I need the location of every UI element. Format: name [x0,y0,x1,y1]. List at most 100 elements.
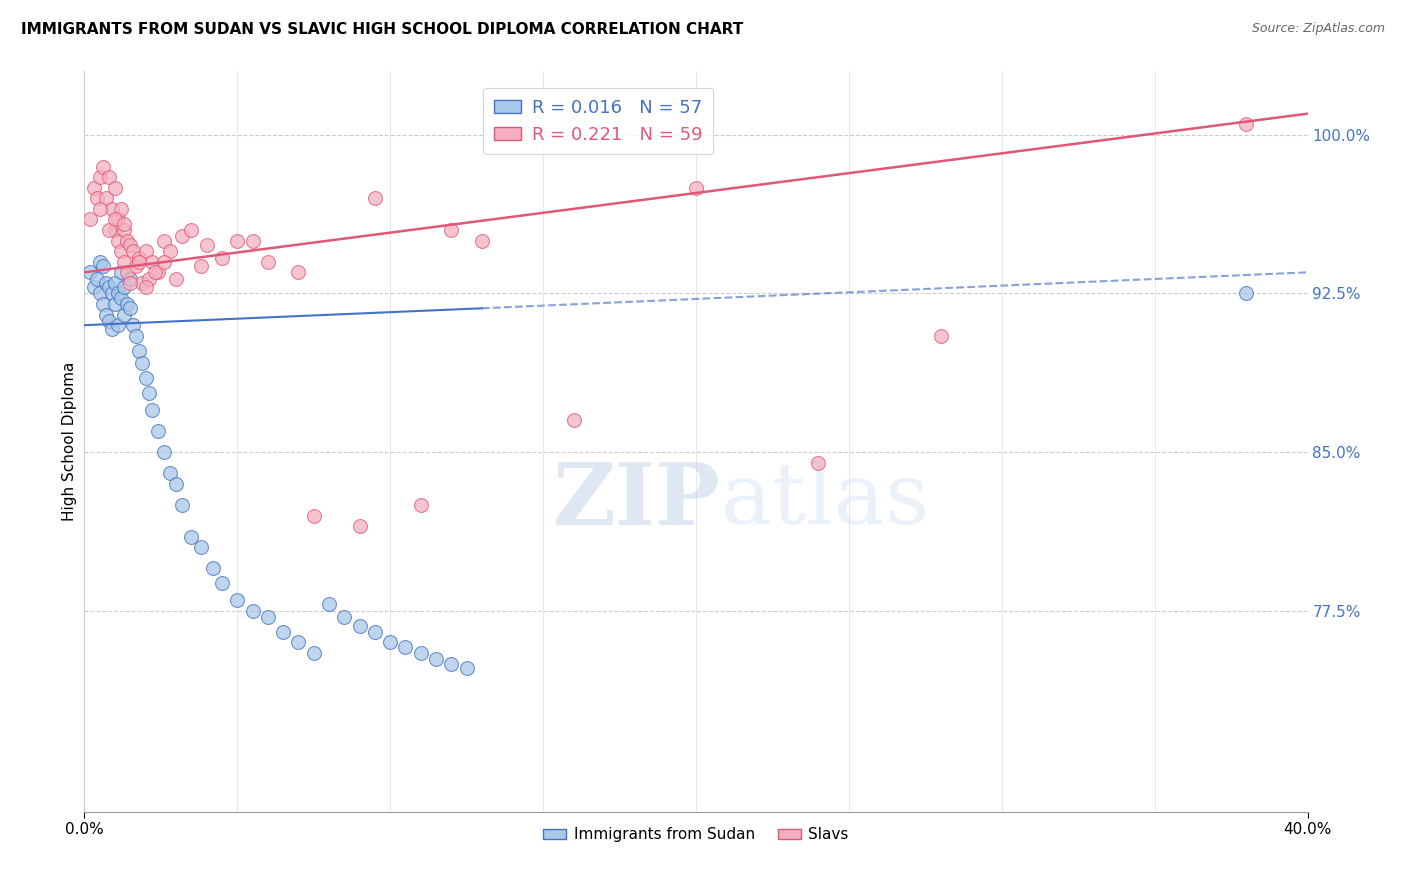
Point [112,308,135,322]
Point [120,301,142,316]
Point [180,530,202,544]
Point [131,276,153,290]
Point [107,234,129,248]
Point [242,604,264,618]
Point [409,498,432,512]
Point [242,234,264,248]
Point [107,286,129,301]
Point [165,476,187,491]
Point [79,265,101,279]
Point [425,652,447,666]
Point [146,424,169,438]
Point [122,318,145,333]
Point [159,467,181,481]
Point [91,259,114,273]
Point [287,265,309,279]
Point [94,308,117,322]
Point [83,280,105,294]
Point [89,286,111,301]
Point [153,234,176,248]
Point [104,180,127,194]
Point [364,624,387,639]
Point [201,561,224,575]
Point [115,265,138,279]
Point [195,237,218,252]
Point [110,265,132,279]
Point [97,280,120,294]
Point [807,456,830,470]
Point [122,244,145,259]
Point [135,371,157,385]
Point [172,229,194,244]
Point [394,640,416,654]
Point [89,254,111,268]
Point [146,265,169,279]
Point [349,618,371,632]
Point [929,328,952,343]
Point [91,297,114,311]
Point [1236,286,1258,301]
Point [120,276,142,290]
Point [685,180,707,194]
Point [94,191,117,205]
Point [153,254,176,268]
Point [141,402,163,417]
Point [226,234,249,248]
Point [211,576,233,591]
Point [104,297,127,311]
Point [112,280,135,294]
Point [380,635,402,649]
Point [86,271,108,285]
Text: atlas: atlas [720,459,929,542]
Point [112,217,135,231]
Point [115,297,138,311]
Point [257,254,280,268]
Point [128,343,150,358]
Text: IMMIGRANTS FROM SUDAN VS SLAVIC HIGH SCHOOL DIPLOMA CORRELATION CHART: IMMIGRANTS FROM SUDAN VS SLAVIC HIGH SCH… [21,22,744,37]
Point [138,385,160,400]
Point [101,202,124,216]
Text: Source: ZipAtlas.com: Source: ZipAtlas.com [1251,22,1385,36]
Point [440,657,463,671]
Point [257,610,280,624]
Y-axis label: High School Diploma: High School Diploma [62,362,77,521]
Point [86,191,108,205]
Point [97,314,120,328]
Point [110,244,132,259]
Point [138,271,160,285]
Point [91,160,114,174]
Point [409,646,432,660]
Point [104,276,127,290]
Point [190,541,212,555]
Point [456,661,478,675]
Point [112,254,135,268]
Point [110,202,132,216]
Point [440,223,463,237]
Point [120,237,142,252]
Point [287,635,309,649]
Point [79,212,101,227]
Point [165,271,187,285]
Point [153,445,176,459]
Point [271,624,294,639]
Point [125,328,148,343]
Point [135,244,157,259]
Point [131,356,153,370]
Point [128,251,150,265]
Point [94,276,117,290]
Point [120,271,142,285]
Point [141,254,163,268]
Point [112,223,135,237]
Point [110,291,132,305]
Point [159,244,181,259]
Point [333,610,356,624]
Point [101,322,124,336]
Point [97,223,120,237]
Point [104,212,127,227]
Point [190,259,212,273]
Point [471,234,494,248]
Point [302,508,325,523]
Point [101,286,124,301]
Point [104,223,127,237]
Point [97,170,120,185]
